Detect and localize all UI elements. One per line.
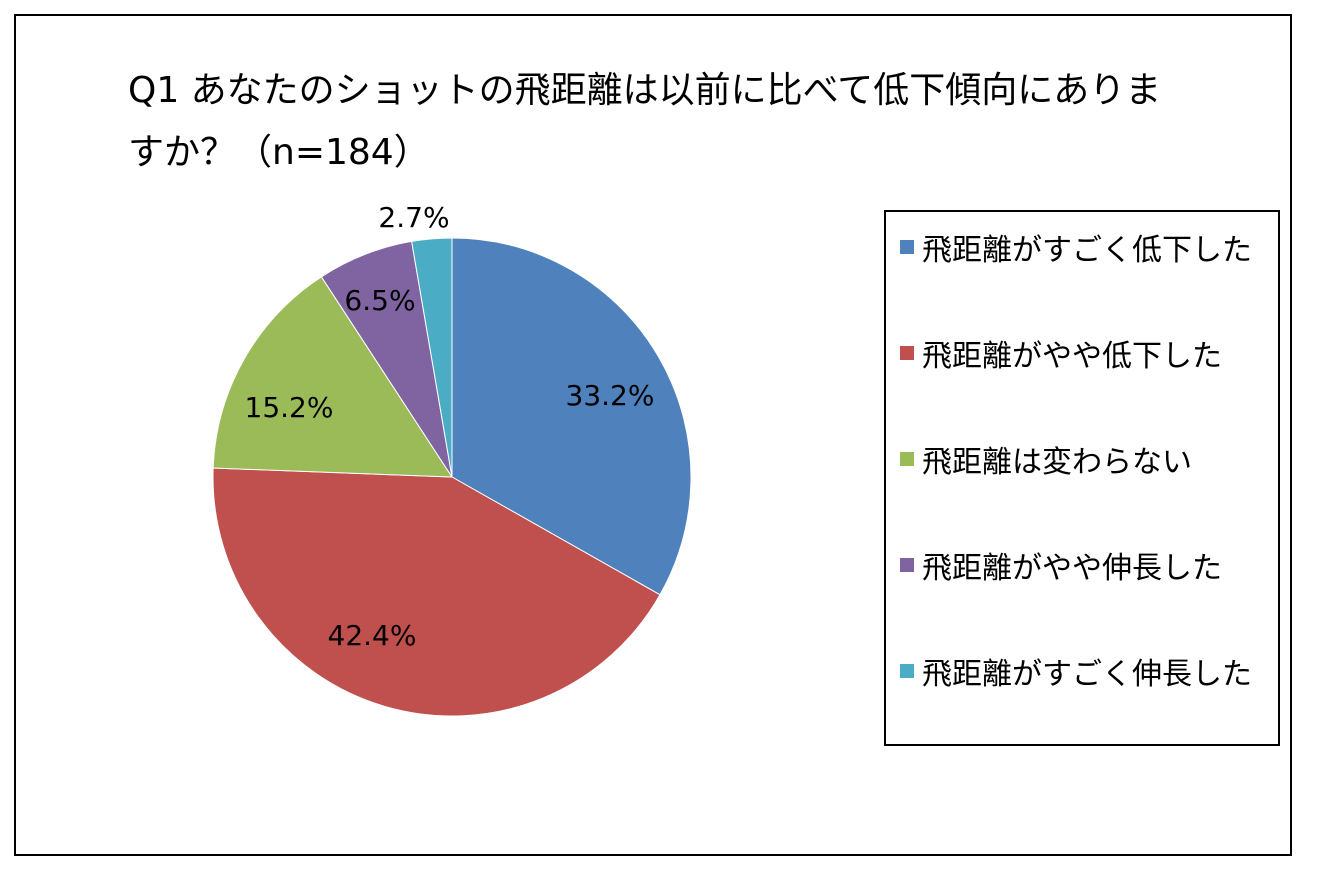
legend-label-1: 飛距離がやや低下した (922, 339, 1222, 374)
legend-swatch-0 (900, 240, 914, 254)
legend-label-4: 飛距離がすごく伸長した (922, 657, 1252, 692)
legend-label-2: 飛距離は変わらない (922, 445, 1192, 480)
legend-item-4: 飛距離がすごく伸長した (900, 651, 1252, 692)
legend-item-3: 飛距離がやや伸長した (900, 545, 1222, 586)
legend: 飛距離がすごく低下した 飛距離がやや低下した 飛距離は変わらない 飛距離がやや伸… (884, 210, 1280, 746)
data-label-2: 15.2% (245, 391, 334, 424)
pie-slice-1 (212, 467, 661, 717)
pie-slice-2 (212, 276, 453, 478)
data-label-1: 42.4% (328, 619, 417, 652)
legend-item-2: 飛距離は変わらない (900, 439, 1192, 480)
legend-label-3: 飛距離がやや伸長した (922, 551, 1222, 586)
data-label-3: 6.5% (344, 284, 415, 317)
legend-item-1: 飛距離がやや低下した (900, 333, 1222, 374)
data-label-4: 2.7% (378, 201, 449, 234)
legend-item-0: 飛距離がすごく低下した (900, 227, 1252, 268)
chart-title: Q1 あなたのショットの飛距離は以前に比べて低下傾向にありますか？（n=184） (128, 70, 1162, 173)
legend-swatch-3 (900, 558, 914, 572)
legend-label-0: 飛距離がすごく低下した (922, 233, 1252, 268)
legend-swatch-2 (900, 452, 914, 466)
data-label-0: 33.2% (566, 379, 655, 412)
pie-slice-4 (411, 237, 453, 478)
legend-swatch-1 (900, 346, 914, 360)
legend-swatch-4 (900, 664, 914, 678)
pie-slice-0 (451, 237, 692, 596)
